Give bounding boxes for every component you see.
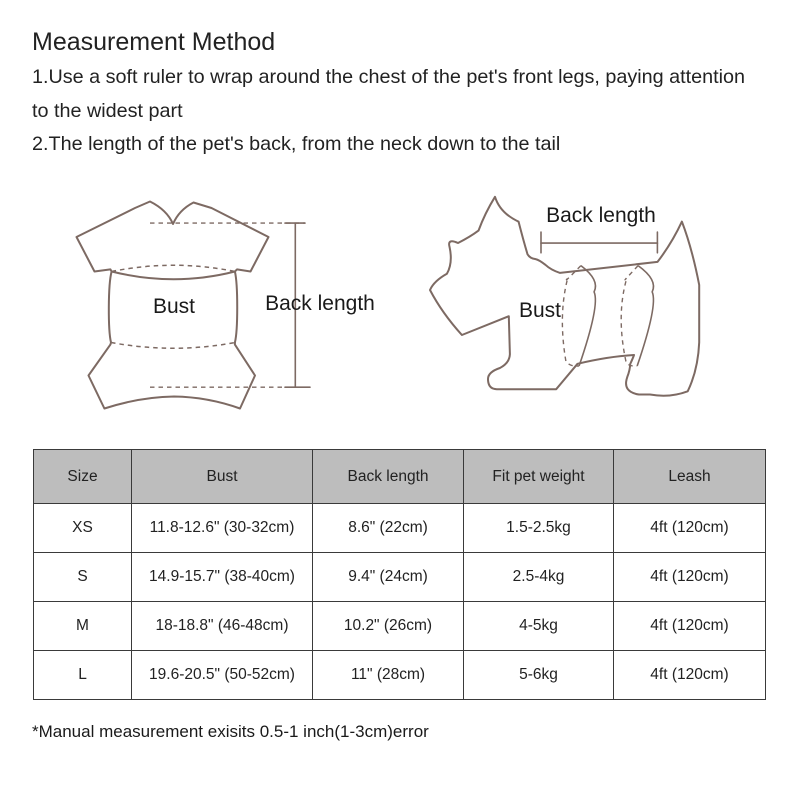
svg-text:Back length: Back length <box>546 204 656 227</box>
svg-text:Bust: Bust <box>519 299 561 322</box>
svg-text:Bust: Bust <box>153 295 195 318</box>
svg-text:Back length: Back length <box>265 292 375 315</box>
